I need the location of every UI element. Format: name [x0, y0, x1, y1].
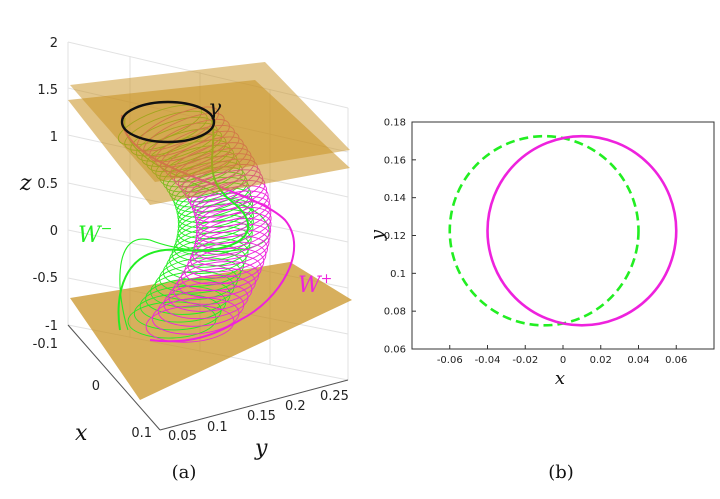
- x-tick: 0.1: [131, 426, 152, 441]
- gamma-label: γ: [208, 96, 222, 121]
- plot-frame: [411, 121, 715, 350]
- y-tick-label: 0.1: [390, 269, 406, 280]
- z-tick: -0.5: [33, 271, 58, 286]
- wplus-ring: [187, 241, 267, 279]
- wminus-ring: [166, 244, 247, 281]
- wplus-ring: [181, 254, 262, 292]
- circles: [448, 134, 678, 327]
- y-tick-label: 0.16: [384, 155, 406, 166]
- z-tick: 1: [50, 130, 58, 145]
- wplus-ring: [163, 282, 249, 320]
- wminus-ring: [145, 278, 231, 315]
- x-axis-label: x: [75, 421, 88, 446]
- gamma-curve: [120, 100, 216, 144]
- panel-a-3d-plot: 2 1.5 1 0.5 0 -0.5 -1 -0.1 0 0.1 0.05 0.…: [19, 36, 352, 483]
- y-ticks: 0.18 0.16 0.14 0.12 0.1 0.08 0.06: [384, 118, 416, 356]
- caption-b: (b): [548, 462, 574, 483]
- y-tick: 0.25: [320, 389, 349, 404]
- wplus-ring: [191, 229, 270, 267]
- z-tick: -1: [45, 319, 58, 334]
- wplus-ring: [168, 274, 253, 312]
- wplus-ring: [177, 261, 260, 298]
- z-tick: 0: [50, 224, 58, 239]
- x-axis-label: x: [555, 368, 565, 389]
- solid-circle: [486, 134, 678, 327]
- caption-a: (a): [172, 462, 197, 483]
- x-tick-label: 0: [560, 355, 566, 366]
- wplus-label: W+: [298, 271, 332, 298]
- x-tick: 0: [92, 379, 100, 394]
- y-tick-label: 0.08: [384, 307, 406, 318]
- wplus-ring: [193, 223, 271, 261]
- x-tick-label: -0.04: [475, 355, 501, 366]
- z-tick: 1.5: [37, 83, 58, 98]
- x-tick-label: 0.02: [590, 355, 612, 366]
- y-axis-line: [159, 379, 349, 431]
- x-ticks: -0.06 -0.04 -0.02 0 0.02 0.04 0.06: [437, 345, 687, 366]
- wminus-ring: [154, 264, 239, 301]
- wminus-ring: [159, 257, 242, 294]
- wplus-ring: [194, 217, 272, 255]
- wplus-ring: [145, 305, 235, 343]
- y-tick-label: 0.06: [384, 345, 406, 356]
- wplus-ring: [157, 289, 245, 327]
- wplus-ring: [189, 235, 269, 273]
- wminus-ring: [127, 301, 217, 339]
- wplus-ring: [151, 297, 240, 335]
- z-tick: 0.5: [37, 177, 58, 192]
- wminus-ring: [133, 293, 222, 331]
- y-tick-label: 0.12: [384, 231, 406, 242]
- y-tick: 0.2: [285, 399, 306, 414]
- x-tick-label: 0.04: [627, 355, 649, 366]
- y-tick-label: 0.18: [384, 118, 406, 129]
- x-tick-label: 0.06: [665, 355, 687, 366]
- x-tick-label: -0.02: [512, 355, 538, 366]
- wplus-ring: [172, 267, 256, 305]
- y-tick: 0.15: [247, 409, 276, 424]
- x-axis-line: [67, 324, 161, 431]
- z-tick: 2: [50, 36, 58, 51]
- x-tick-label: -0.06: [437, 355, 463, 366]
- z-axis-label: z: [19, 171, 32, 196]
- wminus-label: W−: [78, 221, 112, 248]
- y-tick: 0.1: [207, 420, 228, 435]
- wminus-ring: [162, 250, 244, 287]
- y-tick-label: 0.14: [384, 193, 406, 204]
- y-axis-label: y: [254, 436, 268, 461]
- panel-b-2d-plot: 0.180.160.140.120.10.080.06 -0.06 -0.04 -0…: [367, 118, 715, 483]
- wminus-ring: [171, 232, 251, 268]
- lower-plane: [70, 262, 352, 400]
- dashed-circle: [448, 134, 640, 327]
- y-tick: 0.05: [168, 429, 197, 444]
- x-tick: -0.1: [33, 337, 58, 352]
- y-axis-label: y: [367, 229, 388, 241]
- upper-plane-2: [68, 80, 350, 205]
